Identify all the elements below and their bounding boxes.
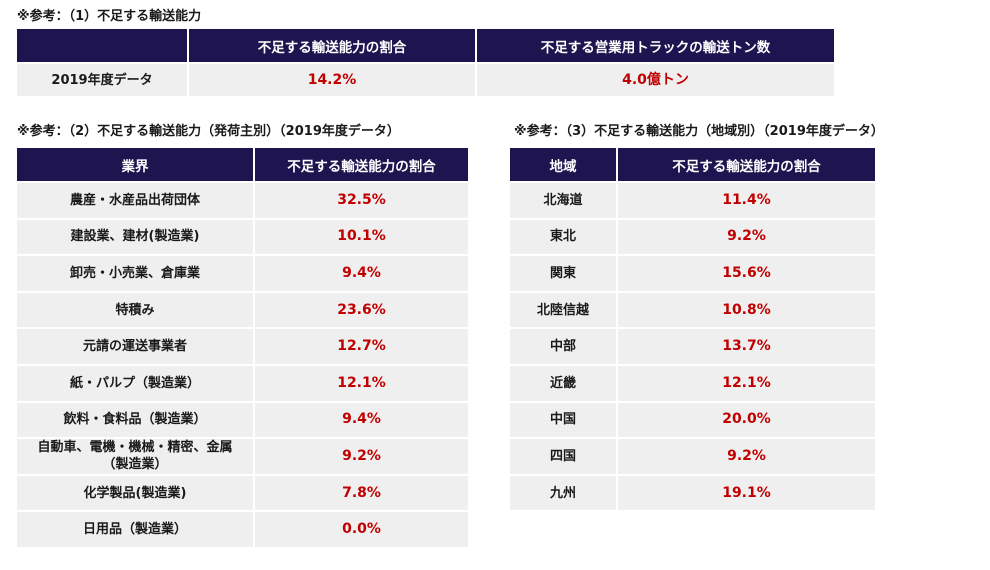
industry-label: 農産・水産品出荷団体 [17, 183, 255, 218]
region-label: 北陸信越 [510, 292, 618, 328]
industry-label: 化学製品(製造業) [17, 475, 255, 511]
industry-label: 建設業、建材(製造業) [17, 219, 255, 255]
table-row: 自動車、電機・機械・精密、金属（製造業） 9.2% [17, 439, 468, 474]
table-row: 化学製品(製造業) 7.8% [17, 475, 468, 511]
shortage-value: 7.8% [255, 475, 468, 511]
shortage-value: 12.1% [255, 365, 468, 401]
table-row: 四国 9.2% [510, 439, 875, 474]
shortage-value: 11.4% [618, 183, 875, 218]
table-row: 日用品（製造業） 0.0% [17, 512, 468, 547]
header-cell-truck-tonnage: 不足する営業用トラックの輸送トン数 [477, 29, 834, 62]
section3-title: ※参考：（3）不足する輸送能力（地域別）（2019年度データ） [514, 124, 884, 139]
table-row: 農産・水産品出荷団体 32.5% [17, 183, 468, 218]
industry-label: 元請の運送事業者 [17, 329, 255, 364]
table-header-row: 業界 不足する輸送能力の割合 [17, 148, 468, 181]
shortage-value: 12.1% [618, 365, 875, 401]
region-label: 近畿 [510, 365, 618, 401]
shortage-value: 32.5% [255, 183, 468, 218]
header-cell-shortage-ratio: 不足する輸送能力の割合 [618, 148, 875, 181]
region-label: 東北 [510, 219, 618, 255]
section1-title: ※参考：（1）不足する輸送能力 [17, 9, 202, 24]
header-cell-shortage-ratio: 不足する輸送能力の割合 [255, 148, 468, 181]
shortage-value: 9.2% [255, 439, 468, 474]
region-shortage-table: 地域 不足する輸送能力の割合 北海道 11.4% 東北 9.2% 関東 15.6% 北… [510, 146, 875, 512]
table-row: 建設業、建材(製造業) 10.1% [17, 219, 468, 255]
shortage-value: 15.6% [618, 256, 875, 291]
table-row: 2019年度データ 14.2% 4.0億トン [17, 64, 834, 96]
table-row: 飲料・食料品（製造業） 9.4% [17, 402, 468, 438]
shortage-value: 9.4% [255, 256, 468, 291]
section2-title: ※参考：（2）不足する輸送能力（発荷主別）（2019年度データ） [17, 124, 400, 139]
industry-label: 紙・パルプ（製造業） [17, 365, 255, 401]
industry-label: 日用品（製造業） [17, 512, 255, 547]
region-label: 北海道 [510, 183, 618, 218]
industry-label: 卸売・小売業、倉庫業 [17, 256, 255, 291]
region-label: 四国 [510, 439, 618, 474]
shortage-value: 9.4% [255, 402, 468, 438]
industry-label: 飲料・食料品（製造業） [17, 402, 255, 438]
table-row: 北海道 11.4% [510, 183, 875, 218]
shortage-value: 13.7% [618, 329, 875, 364]
region-label: 九州 [510, 475, 618, 511]
table-row: 紙・パルプ（製造業） 12.1% [17, 365, 468, 401]
shortage-value: 10.1% [255, 219, 468, 255]
region-label: 中国 [510, 402, 618, 438]
header-cell-blank [17, 29, 189, 62]
table-row: 近畿 12.1% [510, 365, 875, 401]
transport-capacity-table: 不足する輸送能力の割合 不足する営業用トラックの輸送トン数 2019年度データ … [17, 27, 834, 98]
header-cell-industry: 業界 [17, 148, 255, 181]
row-label: 2019年度データ [17, 64, 189, 96]
shortage-value: 9.2% [618, 219, 875, 255]
table-row: 中部 13.7% [510, 329, 875, 364]
shortage-value: 9.2% [618, 439, 875, 474]
shipper-shortage-table: 業界 不足する輸送能力の割合 農産・水産品出荷団体 32.5% 建設業、建材(製造… [17, 146, 468, 549]
industry-label: 自動車、電機・機械・精密、金属（製造業） [17, 439, 255, 474]
header-cell-shortage-ratio: 不足する輸送能力の割合 [189, 29, 477, 62]
table-row: 九州 19.1% [510, 475, 875, 511]
table-header-row: 地域 不足する輸送能力の割合 [510, 148, 875, 181]
header-cell-region: 地域 [510, 148, 618, 181]
table-row: 特積み 23.6% [17, 292, 468, 328]
shortage-value: 0.0% [255, 512, 468, 547]
table-row: 関東 15.6% [510, 256, 875, 291]
table-header-row: 不足する輸送能力の割合 不足する営業用トラックの輸送トン数 [17, 29, 834, 62]
table-row: 中国 20.0% [510, 402, 875, 438]
table-row: 東北 9.2% [510, 219, 875, 255]
shortage-value: 20.0% [618, 402, 875, 438]
shortage-value: 19.1% [618, 475, 875, 511]
table-row: 元請の運送事業者 12.7% [17, 329, 468, 364]
shortage-value: 10.8% [618, 292, 875, 328]
shortage-ratio-value: 14.2% [189, 64, 477, 96]
shortage-value: 23.6% [255, 292, 468, 328]
table-row: 卸売・小売業、倉庫業 9.4% [17, 256, 468, 291]
industry-label: 特積み [17, 292, 255, 328]
truck-tonnage-value: 4.0億トン [477, 64, 834, 96]
region-label: 関東 [510, 256, 618, 291]
region-label: 中部 [510, 329, 618, 364]
shortage-value: 12.7% [255, 329, 468, 364]
table-row: 北陸信越 10.8% [510, 292, 875, 328]
